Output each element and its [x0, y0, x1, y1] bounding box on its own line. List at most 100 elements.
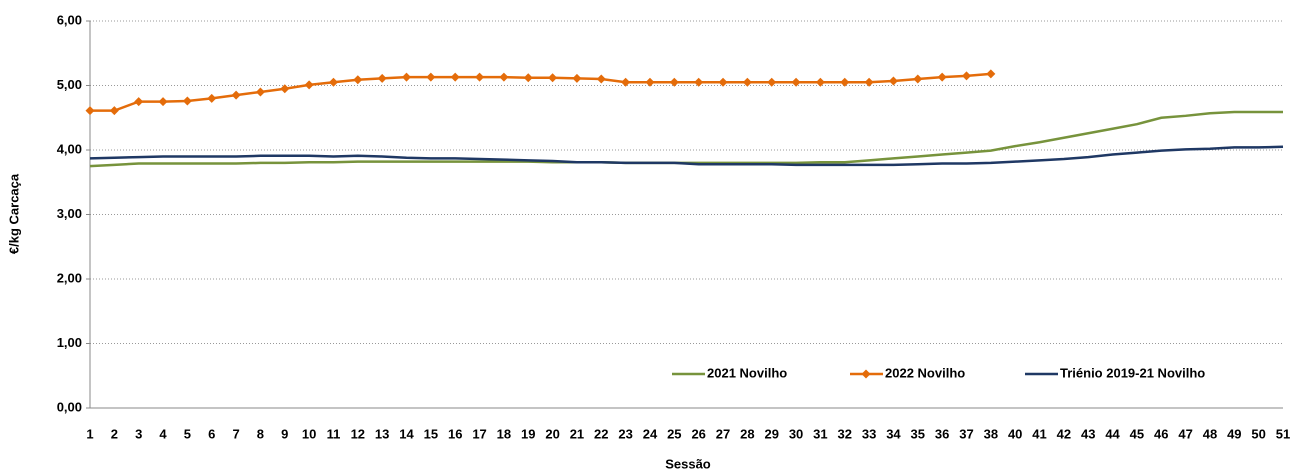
x-tick-label: 45: [1130, 426, 1144, 441]
x-tick-label: 42: [1057, 426, 1071, 441]
marker: [499, 72, 509, 82]
marker: [986, 69, 996, 79]
x-tick-label: 28: [740, 426, 754, 441]
marker: [913, 74, 923, 84]
y-tick-label: 1,00: [57, 335, 82, 350]
marker: [182, 96, 192, 106]
marker: [207, 93, 217, 103]
x-tick-label: 3: [135, 426, 142, 441]
y-tick-label: 5,00: [57, 77, 82, 92]
x-tick-label: 19: [521, 426, 535, 441]
x-tick-label: 43: [1081, 426, 1095, 441]
x-tick-label: 6: [208, 426, 215, 441]
x-tick-label: 18: [497, 426, 511, 441]
marker: [109, 106, 119, 116]
x-tick-label: 25: [667, 426, 681, 441]
y-tick-label: 3,00: [57, 206, 82, 221]
x-tick-label: 46: [1154, 426, 1168, 441]
x-tick-label: 33: [862, 426, 876, 441]
x-tick-label: 2: [111, 426, 118, 441]
marker: [864, 77, 874, 87]
x-tick-label: 11: [327, 426, 341, 441]
x-tick-label: 9: [281, 426, 288, 441]
x-tick-label: 41: [1032, 426, 1046, 441]
marker: [134, 97, 144, 107]
marker: [669, 77, 679, 87]
legend-label: Triénio 2019-21 Novilho: [1060, 365, 1205, 380]
x-tick-label: 49: [1227, 426, 1241, 441]
x-tick-label: 44: [1105, 426, 1120, 441]
marker: [353, 75, 363, 85]
marker: [888, 76, 898, 86]
x-tick-label: 5: [184, 426, 191, 441]
legend-label: 2022 Novilho: [885, 365, 965, 380]
marker: [450, 72, 460, 82]
x-tick-label: 32: [838, 426, 852, 441]
x-tick-label: 21: [570, 426, 584, 441]
y-tick-label: 0,00: [57, 399, 82, 414]
marker: [694, 77, 704, 87]
marker: [718, 77, 728, 87]
x-tick-label: 12: [351, 426, 365, 441]
y-tick-label: 2,00: [57, 270, 82, 285]
series-line: [90, 72, 991, 112]
marker: [937, 72, 947, 82]
marker: [621, 77, 631, 87]
x-tick-label: 34: [886, 426, 901, 441]
marker: [158, 97, 168, 107]
x-tick-label: 47: [1178, 426, 1192, 441]
x-tick-label: 36: [935, 426, 949, 441]
marker: [377, 73, 387, 83]
marker: [328, 77, 338, 87]
marker: [304, 80, 314, 90]
marker: [255, 87, 265, 97]
marker: [742, 77, 752, 87]
x-tick-label: 1: [86, 426, 93, 441]
x-tick-label: 17: [472, 426, 486, 441]
marker: [231, 90, 241, 100]
x-tick-label: 27: [716, 426, 730, 441]
y-tick-label: 6,00: [57, 12, 82, 27]
y-tick-label: 4,00: [57, 141, 82, 156]
x-tick-label: 50: [1251, 426, 1265, 441]
x-tick-label: 29: [764, 426, 778, 441]
x-tick-label: 4: [159, 426, 167, 441]
x-tick-label: 14: [399, 426, 414, 441]
marker: [85, 106, 95, 116]
x-tick-label: 31: [813, 426, 827, 441]
x-tick-label: 8: [257, 426, 264, 441]
marker: [280, 84, 290, 94]
series-line: [89, 110, 1283, 168]
y-axis-title: €/kg Carcaça: [6, 173, 21, 254]
x-tick-label: 20: [545, 426, 559, 441]
marker: [426, 72, 436, 82]
marker: [791, 77, 801, 87]
x-tick-label: 16: [448, 426, 462, 441]
series-line: [89, 145, 1284, 167]
legend-marker: [861, 369, 871, 379]
x-tick-label: 30: [789, 426, 803, 441]
marker: [961, 71, 971, 81]
legend-label: 2021 Novilho: [707, 365, 787, 380]
x-tick-label: 37: [959, 426, 973, 441]
x-tick-label: 40: [1008, 426, 1022, 441]
x-tick-label: 24: [643, 426, 658, 441]
x-axis-title: Sessão: [665, 456, 711, 471]
x-tick-label: 15: [424, 426, 438, 441]
x-tick-label: 13: [375, 426, 389, 441]
marker: [840, 77, 850, 87]
x-tick-label: 22: [594, 426, 608, 441]
marker: [475, 72, 485, 82]
x-tick-label: 48: [1203, 426, 1217, 441]
x-tick-label: 38: [984, 426, 998, 441]
x-tick-label: 7: [232, 426, 239, 441]
x-tick-label: 10: [302, 426, 316, 441]
marker: [645, 77, 655, 87]
x-tick-label: 26: [691, 426, 705, 441]
marker: [402, 72, 412, 82]
marker: [523, 73, 533, 83]
marker: [767, 77, 777, 87]
marker: [548, 73, 558, 83]
marker: [596, 74, 606, 84]
